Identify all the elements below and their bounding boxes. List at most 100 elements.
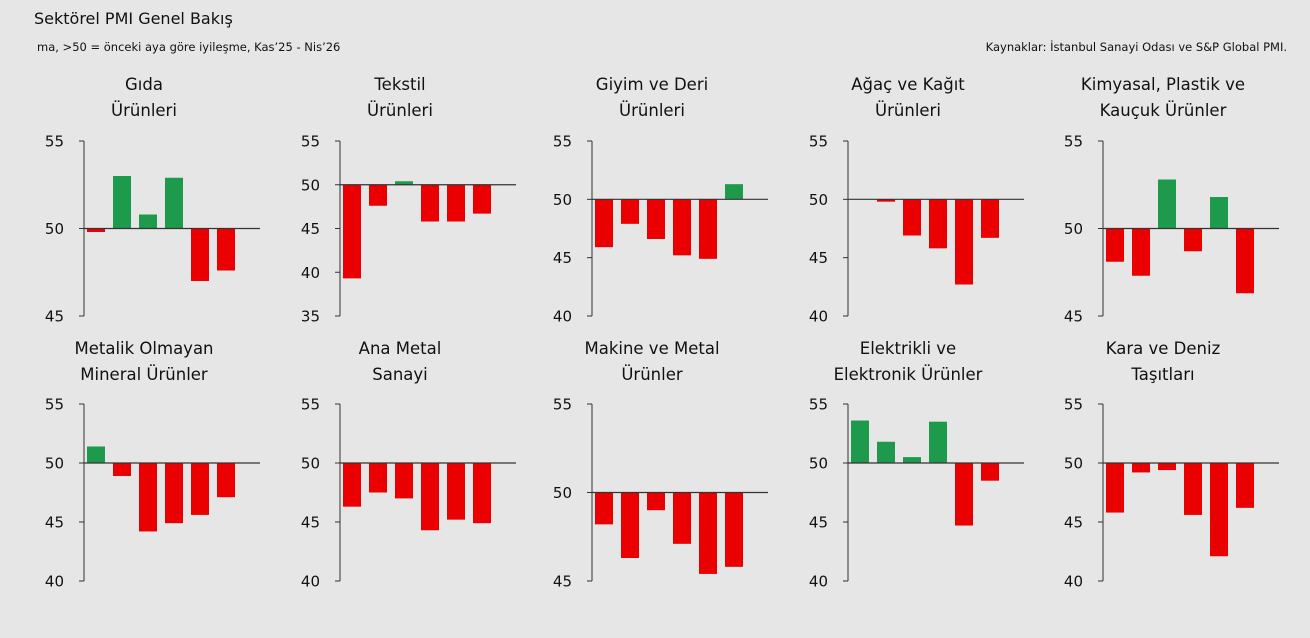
bar <box>621 199 639 224</box>
bar <box>369 184 387 206</box>
bar <box>1158 463 1176 471</box>
bar <box>621 492 639 558</box>
bar <box>473 184 491 214</box>
y-tick-label: 50 <box>553 191 572 209</box>
y-tick-label: 45 <box>553 573 572 591</box>
y-tick-label: 50 <box>809 191 828 209</box>
bar <box>113 463 131 476</box>
bar <box>87 228 105 232</box>
y-tick-label: 55 <box>301 396 320 414</box>
bar <box>217 228 235 271</box>
chart-title-line: Makine ve Metal <box>584 339 719 358</box>
bar <box>165 463 183 524</box>
y-tick-label: 55 <box>45 133 64 151</box>
bar <box>1184 463 1202 515</box>
bar <box>1210 463 1228 557</box>
source-note: Kaynaklar: İstanbul Sanayi Odası ve S&P … <box>985 40 1287 54</box>
chart-title-line: Ana Metal <box>359 339 442 358</box>
chart-title-line: Ürünleri <box>875 101 941 120</box>
bar <box>369 463 387 493</box>
bar <box>903 199 921 236</box>
bar <box>139 463 157 532</box>
y-tick-label: 45 <box>301 220 320 238</box>
y-tick-label: 45 <box>1064 308 1083 326</box>
sector-chart: Kara ve Deniz Taşıtları 40 45 50 55 <box>1064 339 1279 591</box>
y-tick-label: 55 <box>1064 133 1083 151</box>
y-tick-label: 45 <box>809 514 828 532</box>
y-tick-label: 55 <box>553 133 572 151</box>
bar <box>1132 463 1150 473</box>
page-subtitle: ma, >50 = önceki aya göre iyileşme, Kas’… <box>37 40 341 54</box>
bar <box>929 421 947 463</box>
sector-chart: Kimyasal, Plastik ve Kauçuk Ürünler 45 50 55 <box>1064 75 1279 326</box>
bar <box>647 199 665 239</box>
bar <box>1236 463 1254 508</box>
y-tick-label: 45 <box>1064 514 1083 532</box>
y-tick-label: 55 <box>553 396 572 414</box>
chart-title-line: Sanayi <box>372 365 428 384</box>
bar <box>421 463 439 531</box>
chart-title-line: Ürünler <box>621 365 683 384</box>
chart-title-line: Ürünleri <box>111 101 177 120</box>
y-tick-label: 40 <box>301 573 320 591</box>
bar <box>165 177 183 229</box>
page-title: Sektörel PMI Genel Bakış <box>34 9 233 28</box>
bar <box>981 463 999 481</box>
bar <box>699 199 717 259</box>
sector-chart: Elektrikli ve Elektronik Ürünler 40 45 50 55 <box>809 339 1024 591</box>
bar <box>473 463 491 524</box>
bar <box>699 492 717 574</box>
bar <box>955 463 973 526</box>
y-tick-label: 55 <box>809 396 828 414</box>
chart-title-line: Metalik Olmayan <box>74 339 213 358</box>
y-tick-label: 50 <box>45 220 64 238</box>
chart-title-line: Taşıtları <box>1130 365 1194 384</box>
y-tick-label: 45 <box>45 514 64 532</box>
chart-title-line: Elektrikli ve <box>860 339 956 358</box>
chart-title-line: Ürünleri <box>619 101 685 120</box>
chart-title-line: Mineral Ürünler <box>80 365 208 384</box>
bar <box>191 463 209 515</box>
bar <box>395 463 413 499</box>
bar <box>447 463 465 520</box>
y-tick-label: 50 <box>553 484 572 502</box>
sector-chart: Giyim ve Deri Ürünleri 40 45 50 55 <box>553 75 768 326</box>
y-tick-label: 55 <box>45 396 64 414</box>
bar <box>955 199 973 285</box>
y-tick-label: 50 <box>301 455 320 473</box>
bar <box>113 176 131 229</box>
y-tick-label: 45 <box>301 514 320 532</box>
bar <box>1106 228 1124 262</box>
y-tick-label: 40 <box>553 308 572 326</box>
y-tick-label: 50 <box>45 455 64 473</box>
chart-title-line: Ürünleri <box>367 101 433 120</box>
bar <box>981 199 999 238</box>
sector-chart: Tekstil Ürünleri 35 40 45 50 55 <box>301 75 516 326</box>
y-tick-label: 50 <box>1064 220 1083 238</box>
y-tick-label: 55 <box>1064 396 1083 414</box>
bar <box>595 492 613 525</box>
y-tick-label: 50 <box>809 455 828 473</box>
sector-chart: Makine ve Metal Ürünler 45 50 55 <box>553 339 768 591</box>
bar <box>343 463 361 507</box>
chart-title-line: Elektronik Ürünler <box>834 365 983 384</box>
bar <box>1132 228 1150 276</box>
bar <box>1236 228 1254 294</box>
bar <box>725 184 743 200</box>
sector-chart: Metalik Olmayan Mineral Ürünler 40 45 50 55 <box>45 339 260 591</box>
bar <box>647 492 665 511</box>
bar <box>929 199 947 249</box>
bar <box>673 199 691 256</box>
bar <box>673 492 691 544</box>
sector-chart: Ağaç ve Kağıt Ürünleri 40 45 50 55 <box>809 75 1024 326</box>
bar <box>217 463 235 498</box>
y-tick-label: 50 <box>1064 455 1083 473</box>
chart-title-line: Gıda <box>125 75 163 94</box>
bar <box>395 181 413 185</box>
bar <box>1210 197 1228 229</box>
bar <box>1106 463 1124 513</box>
bar <box>447 184 465 222</box>
bar <box>421 184 439 222</box>
y-tick-label: 45 <box>809 249 828 267</box>
